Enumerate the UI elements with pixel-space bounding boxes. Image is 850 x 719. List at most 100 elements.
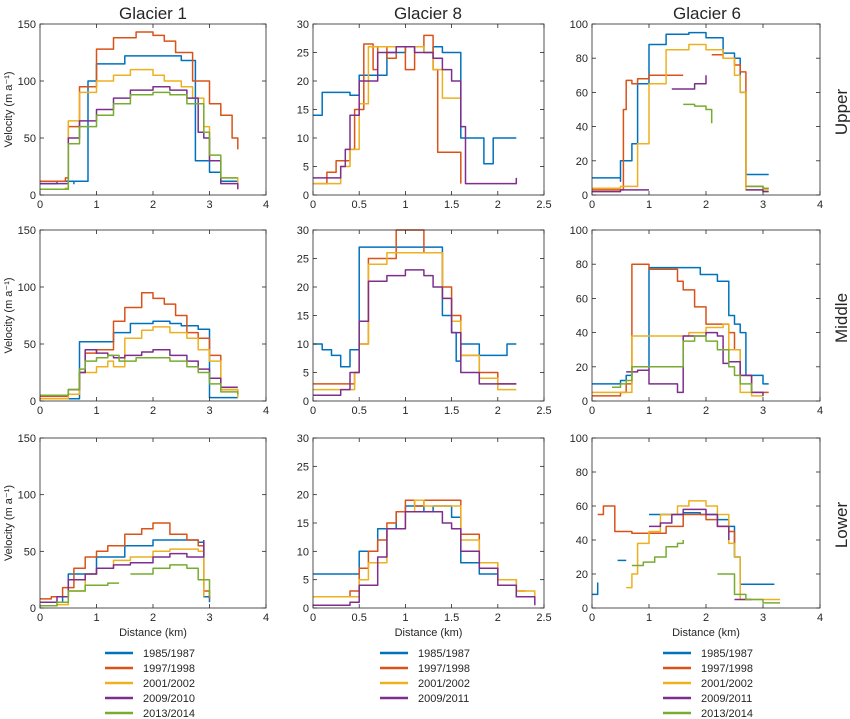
legend-label-1985-1987: 1985/1987 [701,648,753,660]
x-tick-label: 0 [589,612,595,624]
panel-glacier-8-upper: 0 0.5 1 1.5 2 2.5 0 5 10 15 20 25 30 [297,19,552,211]
panel-glacier-8-middle: 0 0.5 1 1.5 2 2.5 0 5 10 15 20 25 30 [297,225,552,417]
y-tick-label: 80 [576,467,588,479]
legend-label-2009-2011: 2009/2011 [701,693,752,705]
x-tick-label: 0.5 [352,405,367,417]
series-line-1997-1998 [40,522,211,600]
series-line-2001-2002 [313,252,517,391]
legend-label-1985-1987: 1985/1987 [143,648,195,660]
x-tick-label: 1 [93,199,99,211]
x-tick-label: 0.5 [352,199,367,211]
series-lines [40,291,239,400]
x-tick-label: 2 [495,199,501,211]
x-tick-label: 1 [93,612,99,624]
legend-label-2001-2002: 2001/2002 [143,678,195,690]
series-line-2001-2002 [592,43,769,191]
y-tick-label: 80 [576,53,588,65]
y-tick-label: 60 [576,87,588,99]
x-tick-label: 1 [402,612,408,624]
series-line-1985-1987 [313,246,517,368]
x-tick-label: 2 [703,612,709,624]
series-line-2009-2011 [671,75,707,90]
y-tick-label: 0 [30,190,36,202]
x-axis-label: Distance (km) [119,627,187,639]
y-tick-label: 0 [303,396,309,408]
legend-label-1985-1987: 1985/1987 [418,648,470,660]
y-tick-label: 150 [18,433,36,445]
legend-label-2001-2002: 2001/2002 [418,678,470,690]
y-tick-label: 0 [30,396,36,408]
x-tick-label: 4 [817,612,823,624]
y-tick-label: 5 [303,575,309,587]
x-tick-label: 2 [150,405,156,417]
plot-frame [312,437,545,609]
row-label-lower: Lower [832,502,850,549]
series-lines [40,31,239,191]
series-lines [40,522,211,607]
y-tick-label: 25 [297,48,309,60]
x-tick-label: 1 [93,405,99,417]
series-line-2009-2011 [626,331,764,396]
panel-glacier-1-lower: 0 1 2 3 4 0 50 100 150 Velocity (m a⁻¹) Distance (… [3,433,269,639]
legend-label-1997-1998: 1997/1998 [418,663,470,675]
legend-label-2009-2010: 2009/2010 [143,693,195,705]
series-lines [313,229,517,397]
series-lines [313,34,518,185]
panel-glacier-8-lower: 0 0.5 1 1.5 2 2.5 0 5 10 15 20 25 30 Distance (km) [297,433,552,639]
x-tick-label: 2.5 [536,612,551,624]
series-line-2013-2014 [40,582,120,607]
y-tick-label: 0 [582,396,588,408]
series-line-1985-1987 [592,582,599,596]
y-tick-label: 15 [297,518,309,530]
x-tick-label: 3 [206,405,212,417]
x-tick-label: 1 [402,405,408,417]
series-lines [592,263,769,397]
y-tick-label: 5 [303,368,309,380]
series-line-1985-1987 [313,505,526,598]
series-lines [592,31,769,193]
y-tick-label: 0 [582,603,588,615]
x-tick-label: 2 [150,199,156,211]
y-tick-label: 20 [297,490,309,502]
y-tick-label: 150 [18,19,36,31]
y-tick-label: 100 [570,225,588,237]
y-tick-label: 100 [570,433,588,445]
legend-label-2013-2014: 2013/2014 [701,708,753,719]
series-line-1997-1998 [40,31,239,183]
x-tick-label: 0 [310,199,316,211]
x-tick-label: 2 [703,405,709,417]
series-line-2013-2014 [40,91,238,191]
legend-label-2001-2002: 2001/2002 [701,678,753,690]
x-tick-label: 0 [589,405,595,417]
y-tick-label: 10 [297,133,309,145]
row-label-upper: Upper [832,89,850,136]
x-tick-label: 4 [263,405,269,417]
y-tick-label: 100 [18,282,36,294]
x-tick-label: 3 [206,612,212,624]
legend-2: 1985/1987 1997/1998 2001/2002 2009/2011 [380,648,470,705]
y-axis-label: Velocity (m a⁻¹) [3,485,15,561]
column-title-glacier-1: Glacier 1 [119,4,187,23]
column-title-glacier-6: Glacier 6 [673,4,741,23]
y-tick-label: 60 [576,501,588,513]
y-tick-label: 40 [576,122,588,134]
x-tick-label: 0 [37,199,43,211]
x-tick-label: 2 [150,612,156,624]
series-line-1997-1998 [40,291,239,398]
series-line-2013-2014 [631,540,684,567]
series-line-2013-2014 [612,335,753,393]
series-line-2009-2011 [745,189,769,193]
x-tick-label: 4 [817,405,823,417]
x-tick-label: 4 [263,199,269,211]
legend-label-2013-2014: 2013/2014 [143,708,195,719]
y-tick-label: 50 [24,133,36,145]
series-line-2009-2011 [313,510,536,606]
series-line-2009-2011 [649,508,730,540]
panel-glacier-1-middle: 0 1 2 3 4 0 50 100 150 Velocity (m a⁻¹) [3,225,269,417]
series-line-2001-2002 [313,499,536,598]
y-tick-label: 30 [297,433,309,445]
y-tick-label: 10 [297,339,309,351]
